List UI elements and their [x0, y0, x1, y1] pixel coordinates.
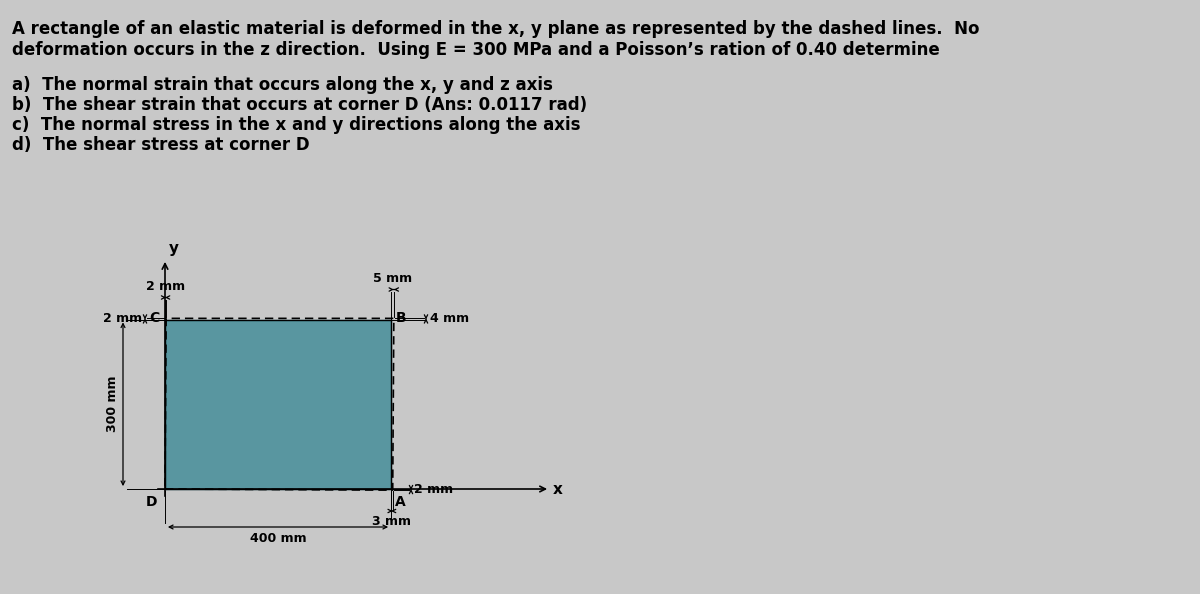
Text: b)  The shear strain that occurs at corner D (Ans: 0.0117 rad): b) The shear strain that occurs at corne… [12, 96, 587, 114]
Text: D: D [145, 495, 157, 509]
Text: 400 mm: 400 mm [250, 532, 306, 545]
Text: 5 mm: 5 mm [373, 273, 412, 286]
Text: 300 mm: 300 mm [106, 376, 119, 432]
Text: A rectangle of an elastic material is deformed in the x, y plane as represented : A rectangle of an elastic material is de… [12, 20, 979, 38]
Text: a)  The normal strain that occurs along the x, y and z axis: a) The normal strain that occurs along t… [12, 76, 553, 94]
Text: 2 mm: 2 mm [146, 280, 185, 293]
Text: C: C [149, 311, 158, 324]
Text: d)  The shear stress at corner D: d) The shear stress at corner D [12, 136, 310, 154]
Polygon shape [166, 320, 391, 489]
Text: B: B [396, 311, 407, 324]
Text: 2 mm: 2 mm [414, 483, 454, 496]
Text: A: A [395, 495, 406, 509]
Text: 3 mm: 3 mm [372, 515, 412, 528]
Text: 2 mm: 2 mm [103, 312, 142, 326]
Text: deformation occurs in the z direction.  Using E = 300 MPa and a Poisson’s ration: deformation occurs in the z direction. U… [12, 41, 940, 59]
Text: y: y [169, 241, 179, 256]
Text: c)  The normal stress in the x and y directions along the axis: c) The normal stress in the x and y dire… [12, 116, 581, 134]
Text: 4 mm: 4 mm [430, 312, 469, 326]
Text: x: x [553, 482, 563, 497]
